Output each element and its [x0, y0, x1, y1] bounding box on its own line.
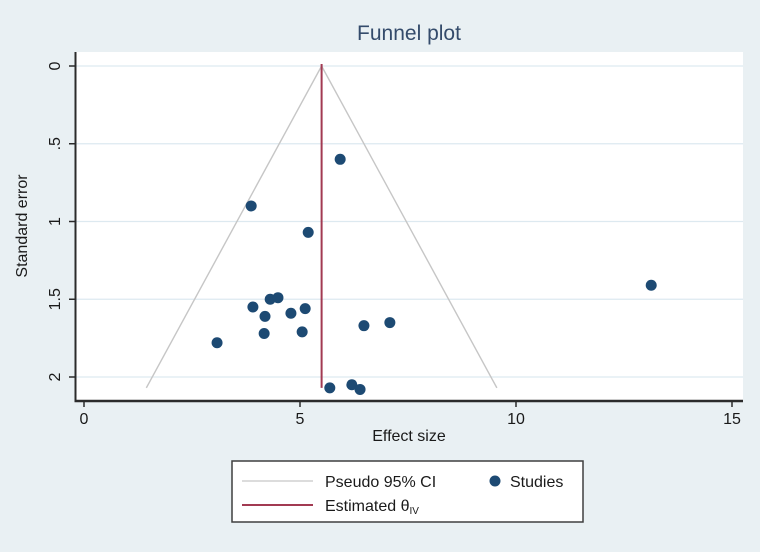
study-point: [334, 153, 346, 165]
legend: Pseudo 95% CI Studies Estimated θIV: [231, 460, 584, 523]
study-point: [324, 382, 336, 394]
x-axis-ticks: 0 5 10 15: [80, 401, 741, 428]
study-point: [354, 383, 366, 395]
x-tick-label: 5: [296, 411, 305, 428]
axes: [74, 52, 743, 403]
study-point: [245, 200, 257, 212]
study-point: [299, 303, 311, 315]
legend-box: [231, 460, 584, 523]
y-tick-label: 0: [47, 61, 64, 70]
study-point: [296, 326, 308, 338]
y-tick-label: 1.5: [47, 288, 64, 310]
study-point: [645, 279, 657, 291]
legend-studies-label: Studies: [510, 474, 563, 491]
y-tick-label: 1: [47, 217, 64, 226]
study-point: [272, 292, 284, 304]
study-point: [247, 301, 259, 313]
pseudo-ci-right-line: [320, 65, 498, 389]
study-point: [285, 307, 297, 319]
study-point: [258, 327, 270, 339]
study-point: [358, 320, 370, 332]
pseudo-ci-left-line: [145, 65, 323, 389]
x-tick-label: 10: [507, 411, 525, 428]
studies-points: [211, 153, 657, 395]
x-tick-label: 15: [723, 411, 741, 428]
y-axis-ticks: 0 .5 1 1.5 2: [47, 61, 75, 381]
study-point: [211, 337, 223, 349]
pseudo-ci-lines: [145, 65, 498, 389]
legend-estimated-theta-label: Estimated θIV: [325, 498, 419, 517]
study-point: [384, 317, 396, 329]
study-point: [346, 379, 358, 391]
gridlines: [76, 65, 743, 378]
study-point: [259, 310, 271, 322]
x-axis-label: Effect size: [372, 428, 446, 445]
study-point: [302, 226, 314, 238]
legend-pseudo-ci-label: Pseudo 95% CI: [325, 474, 436, 491]
y-tick-label: .5: [47, 137, 64, 150]
chart-title: Funnel plot: [357, 22, 461, 45]
y-tick-label: 2: [47, 372, 64, 381]
legend-studies-marker: [489, 475, 501, 487]
y-axis-label: Standard error: [14, 174, 31, 278]
x-tick-label: 0: [80, 411, 89, 428]
